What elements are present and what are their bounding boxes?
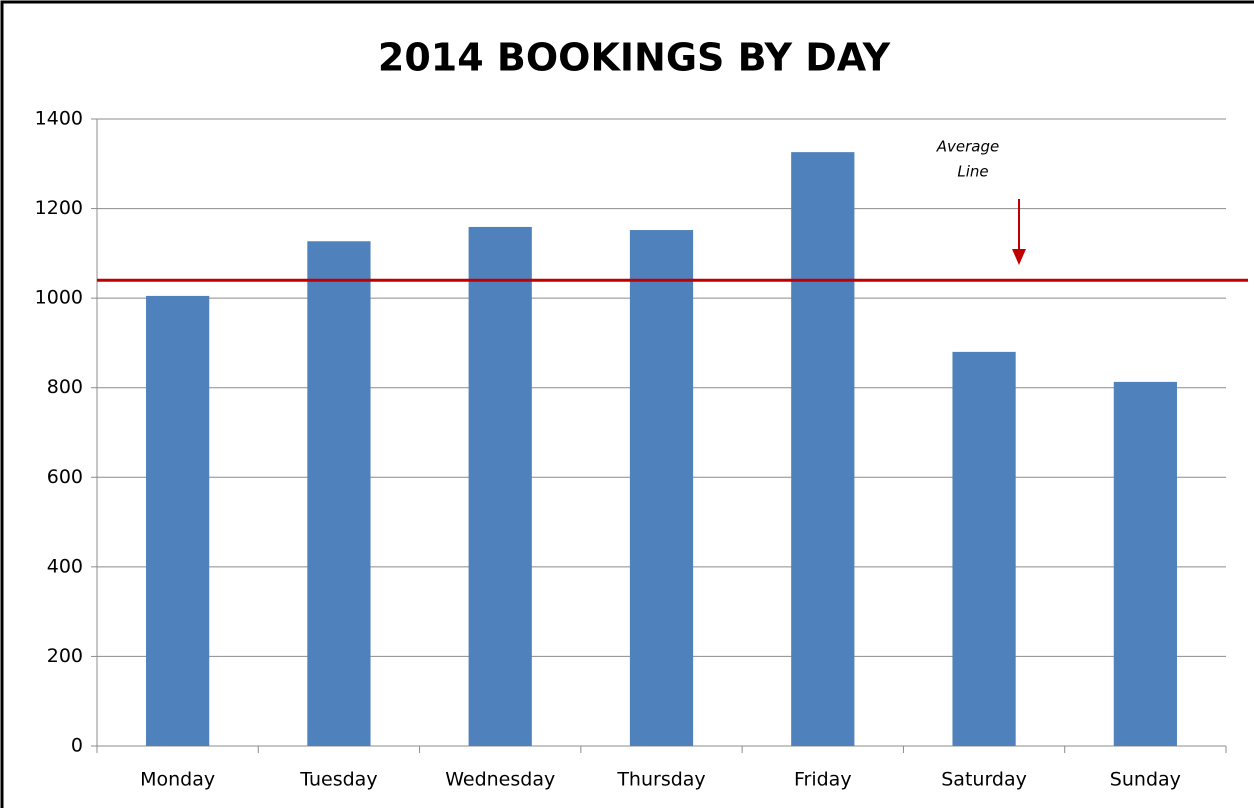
y-tick-label: 600 (47, 466, 83, 488)
bar (952, 351, 1016, 746)
bar (146, 295, 210, 746)
x-tick-label: Sunday (1110, 769, 1181, 791)
bar (307, 241, 371, 746)
x-tick-label: Wednesday (445, 769, 555, 791)
y-tick-label: 1200 (35, 197, 83, 219)
x-tick-label: Monday (140, 769, 215, 791)
x-tick-label: Tuesday (299, 769, 377, 791)
bar (468, 226, 532, 746)
y-tick-label: 200 (47, 645, 83, 667)
bar (1113, 381, 1177, 746)
annotation: Line (957, 163, 988, 181)
y-tick-label: 400 (47, 555, 83, 577)
x-tick-label: Thursday (616, 769, 705, 791)
y-tick-label: 1000 (35, 287, 83, 309)
y-tick-label: 0 (71, 735, 83, 757)
x-tick-label: Saturday (941, 769, 1027, 791)
annotation: Average (936, 138, 999, 156)
y-tick-label: 800 (47, 376, 83, 398)
chart-title: 2014 BOOKINGS BY DAY (378, 36, 891, 80)
y-tick-label: 1400 (35, 108, 83, 130)
bar (629, 230, 694, 746)
bar (791, 152, 855, 747)
x-tick-label: Friday (794, 769, 852, 791)
annotation-arrowhead (1012, 249, 1026, 265)
